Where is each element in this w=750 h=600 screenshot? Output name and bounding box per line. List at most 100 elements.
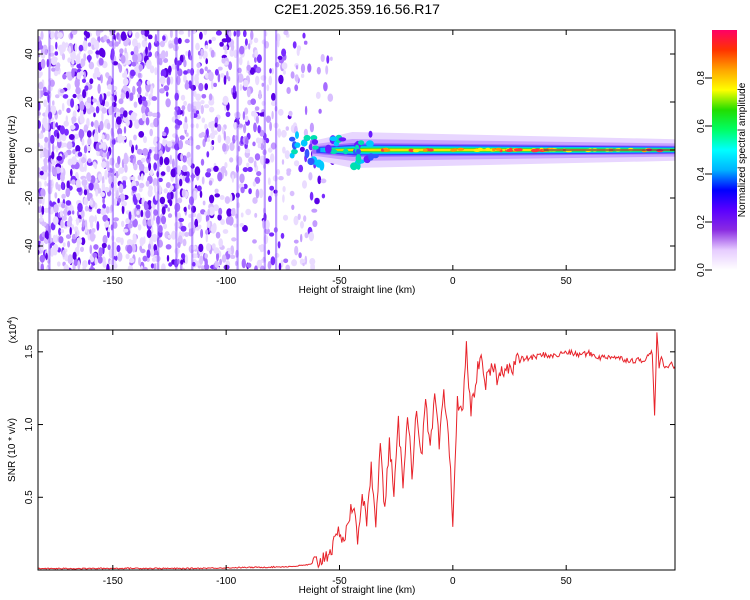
noise-blob xyxy=(214,69,219,76)
noise-blob xyxy=(278,176,284,181)
noise-blob xyxy=(131,176,136,181)
noise-blob xyxy=(143,200,148,211)
noise-blob xyxy=(244,38,248,46)
noise-blob xyxy=(71,179,76,185)
noise-blob xyxy=(49,79,55,87)
noise-blob xyxy=(181,188,186,198)
noise-blob xyxy=(95,189,99,197)
noise-blob xyxy=(199,190,203,198)
noise-blob xyxy=(80,246,84,252)
noise-blob xyxy=(113,217,119,222)
noise-blob xyxy=(243,30,247,38)
noise-blob xyxy=(107,226,111,233)
noise-blob xyxy=(93,244,99,250)
noise-streak xyxy=(191,30,194,270)
noise-blob xyxy=(226,70,229,80)
noise-blob xyxy=(308,172,313,181)
noise-blob xyxy=(213,204,220,212)
noise-blob xyxy=(137,93,140,98)
noise-blob xyxy=(107,166,110,172)
noise-blob xyxy=(215,231,221,239)
noise-blob xyxy=(255,75,260,86)
noise-blob xyxy=(132,85,136,95)
noise-blob xyxy=(303,215,307,222)
noise-blob xyxy=(81,138,85,146)
noise-blob xyxy=(271,67,274,75)
noise-blob xyxy=(70,168,73,177)
noise-blob xyxy=(38,133,44,139)
noise-blob xyxy=(63,264,69,270)
noise-blob xyxy=(95,30,101,37)
noise-blob xyxy=(89,244,93,254)
signal-blob xyxy=(311,139,319,145)
noise-blob xyxy=(132,112,138,118)
noise-blob xyxy=(170,168,177,178)
noise-blob xyxy=(203,30,208,36)
noise-blob xyxy=(123,155,129,165)
noise-blob xyxy=(92,252,98,258)
noise-blob xyxy=(73,133,79,140)
noise-blob xyxy=(145,59,152,70)
noise-blob xyxy=(192,101,199,107)
noise-blob xyxy=(183,100,188,106)
noise-blob xyxy=(200,228,204,239)
noise-blob xyxy=(145,117,150,126)
noise-blob xyxy=(240,186,245,194)
noise-blob xyxy=(66,107,71,114)
noise-blob xyxy=(125,37,130,43)
noise-blob xyxy=(252,141,256,147)
noise-blob xyxy=(269,68,272,74)
noise-blob xyxy=(106,151,110,160)
noise-blob xyxy=(169,185,174,191)
noise-blob xyxy=(214,116,219,125)
noise-blob xyxy=(165,244,172,250)
noise-blob xyxy=(121,175,128,181)
noise-blob xyxy=(136,192,141,201)
noise-blob xyxy=(44,238,49,245)
noise-blob xyxy=(211,140,215,145)
noise-blob xyxy=(68,134,75,140)
noise-blob xyxy=(92,161,97,168)
noise-blob xyxy=(141,39,148,48)
noise-blob xyxy=(270,190,274,197)
noise-blob xyxy=(146,249,151,259)
signal-peak xyxy=(531,149,539,153)
noise-blob xyxy=(140,30,145,35)
noise-blob xyxy=(102,234,108,245)
signal-blob xyxy=(312,145,319,150)
spectrogram-x-label: Height of straight line (km) xyxy=(299,285,416,296)
noise-blob xyxy=(309,122,314,133)
signal-blob xyxy=(350,162,358,171)
noise-blob xyxy=(267,177,271,186)
noise-blob xyxy=(277,38,280,48)
noise-blob xyxy=(117,63,121,68)
signal-blob xyxy=(329,136,338,142)
noise-blob xyxy=(73,257,78,267)
noise-blob xyxy=(267,261,272,270)
noise-blob xyxy=(210,120,216,129)
noise-blob xyxy=(165,98,171,108)
noise-blob xyxy=(239,83,243,91)
noise-blob xyxy=(90,220,94,229)
noise-blob xyxy=(44,136,49,143)
noise-blob xyxy=(80,237,86,246)
noise-blob xyxy=(314,197,320,205)
colorbar-tick-label: 0.6 xyxy=(696,119,707,133)
noise-blob xyxy=(177,258,180,265)
noise-blob xyxy=(205,229,209,235)
noise-blob xyxy=(265,115,271,123)
noise-blob xyxy=(69,227,72,235)
noise-streak xyxy=(275,30,278,270)
noise-blob xyxy=(300,233,303,243)
noise-blob xyxy=(105,72,110,78)
noise-blob xyxy=(309,258,316,266)
noise-blob xyxy=(160,69,167,78)
noise-blob xyxy=(294,245,299,256)
noise-blob xyxy=(63,120,69,127)
noise-blob xyxy=(326,55,330,64)
noise-blob xyxy=(71,68,75,78)
noise-blob xyxy=(224,49,228,55)
noise-blob xyxy=(294,74,299,82)
noise-blob xyxy=(214,193,220,198)
noise-blob xyxy=(75,58,80,65)
